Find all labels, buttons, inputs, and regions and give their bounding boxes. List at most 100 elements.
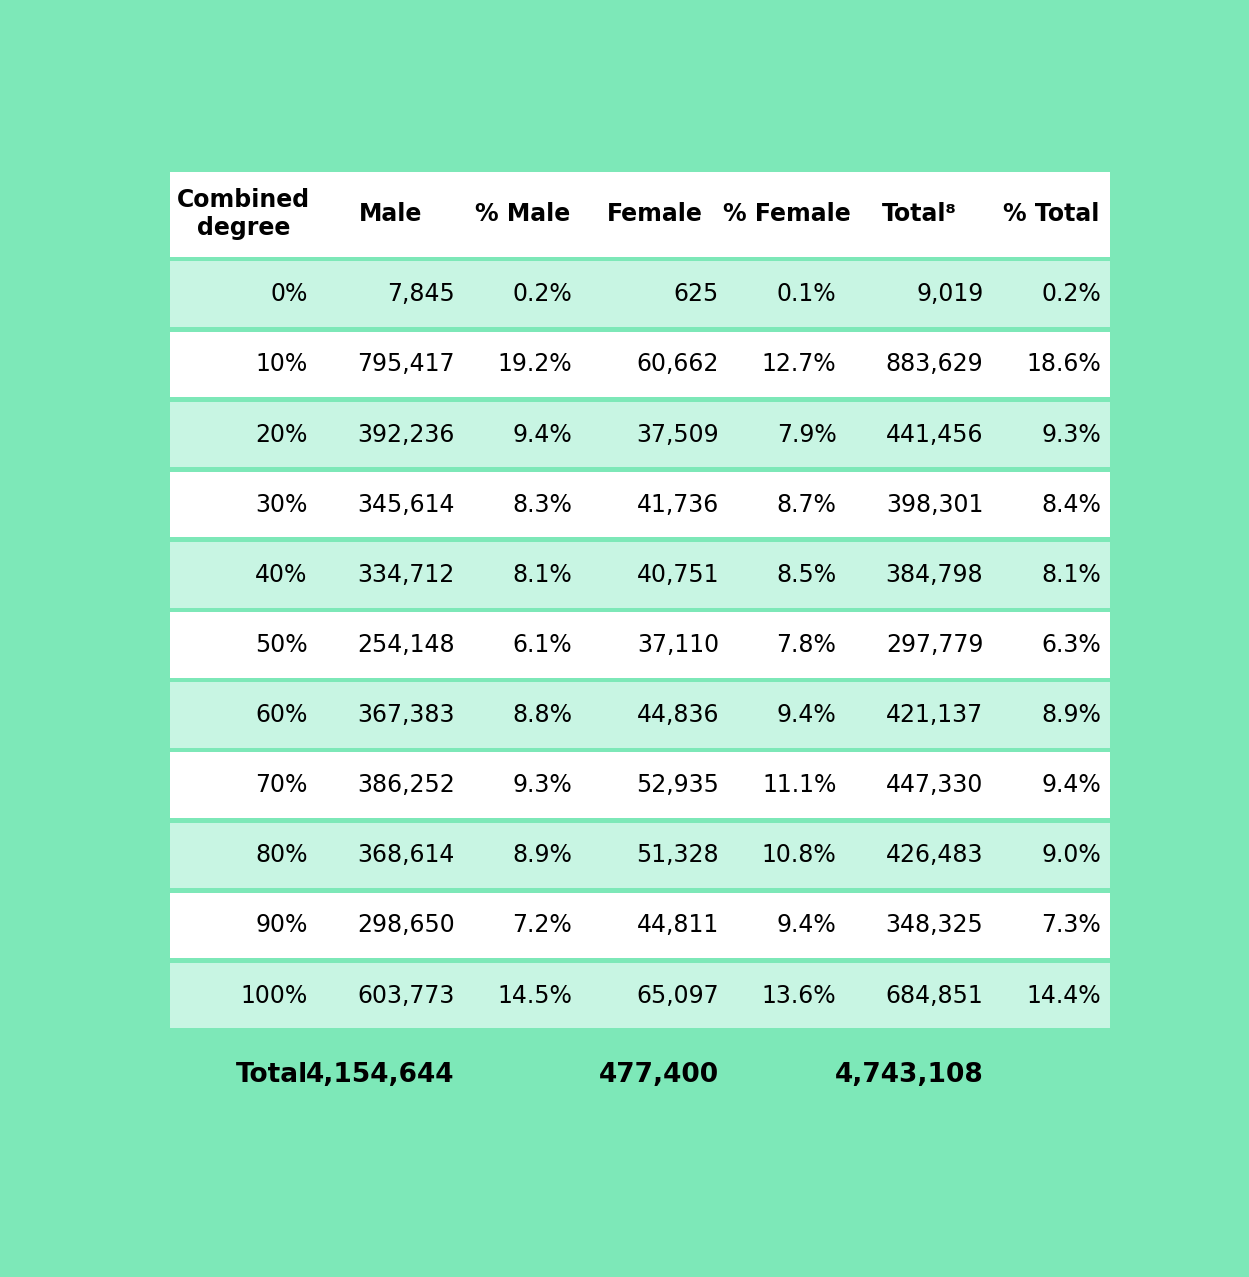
Text: 684,851: 684,851: [886, 983, 983, 1008]
Text: 100%: 100%: [240, 983, 307, 1008]
Bar: [170, 262, 317, 327]
Bar: [846, 541, 993, 608]
Bar: [728, 612, 846, 678]
Bar: [170, 893, 317, 958]
Text: 30%: 30%: [255, 493, 307, 517]
Text: 20%: 20%: [255, 423, 307, 447]
Bar: [728, 171, 846, 257]
Text: 44,836: 44,836: [637, 704, 719, 727]
Text: 9.4%: 9.4%: [777, 704, 837, 727]
Bar: [846, 472, 993, 538]
Text: 65,097: 65,097: [636, 983, 719, 1008]
Bar: [170, 402, 317, 467]
Text: Total⁸: Total⁸: [882, 202, 957, 226]
Bar: [317, 262, 463, 327]
Text: 254,148: 254,148: [357, 633, 455, 656]
Text: 60%: 60%: [255, 704, 307, 727]
Text: Combined
degree: Combined degree: [177, 189, 310, 240]
Bar: [170, 682, 317, 748]
Bar: [170, 1033, 1110, 1119]
Bar: [317, 752, 463, 817]
Text: 10%: 10%: [255, 352, 307, 377]
Bar: [846, 752, 993, 817]
Text: 334,712: 334,712: [357, 563, 455, 586]
Text: 298,650: 298,650: [357, 913, 455, 937]
Bar: [581, 752, 728, 817]
Text: Male: Male: [358, 202, 422, 226]
Text: 4,743,108: 4,743,108: [834, 1062, 983, 1088]
Bar: [317, 612, 463, 678]
Bar: [317, 822, 463, 888]
Bar: [993, 332, 1110, 397]
Text: 44,811: 44,811: [637, 913, 719, 937]
Bar: [993, 612, 1110, 678]
Text: 9.4%: 9.4%: [777, 913, 837, 937]
Text: 883,629: 883,629: [886, 352, 983, 377]
Text: % Male: % Male: [475, 202, 571, 226]
Text: 50%: 50%: [255, 633, 307, 656]
Text: 41,736: 41,736: [637, 493, 719, 517]
Bar: [317, 171, 463, 257]
Bar: [463, 822, 581, 888]
Bar: [581, 612, 728, 678]
Text: 7.2%: 7.2%: [512, 913, 572, 937]
Text: 398,301: 398,301: [886, 493, 983, 517]
Text: 625: 625: [673, 282, 719, 306]
Bar: [317, 541, 463, 608]
Bar: [170, 963, 317, 1028]
Text: 37,110: 37,110: [637, 633, 719, 656]
Bar: [170, 171, 317, 257]
Text: 8.9%: 8.9%: [1040, 704, 1100, 727]
Text: 384,798: 384,798: [886, 563, 983, 586]
Text: 0.2%: 0.2%: [512, 282, 572, 306]
Text: 367,383: 367,383: [357, 704, 455, 727]
Bar: [728, 332, 846, 397]
Text: 12.7%: 12.7%: [762, 352, 837, 377]
Text: 8.1%: 8.1%: [1042, 563, 1100, 586]
Bar: [846, 332, 993, 397]
Bar: [993, 171, 1110, 257]
Bar: [463, 171, 581, 257]
Text: 426,483: 426,483: [886, 843, 983, 867]
Text: 392,236: 392,236: [357, 423, 455, 447]
Text: 0.1%: 0.1%: [777, 282, 837, 306]
Bar: [581, 402, 728, 467]
Bar: [170, 612, 317, 678]
Text: 0.2%: 0.2%: [1042, 282, 1100, 306]
Bar: [846, 893, 993, 958]
Bar: [463, 402, 581, 467]
Bar: [317, 472, 463, 538]
Bar: [317, 893, 463, 958]
Text: 10.8%: 10.8%: [762, 843, 837, 867]
Text: 19.2%: 19.2%: [497, 352, 572, 377]
Bar: [463, 541, 581, 608]
Bar: [581, 262, 728, 327]
Text: 11.1%: 11.1%: [762, 773, 837, 797]
Text: 8.8%: 8.8%: [512, 704, 572, 727]
Bar: [581, 332, 728, 397]
Text: 345,614: 345,614: [357, 493, 455, 517]
Bar: [728, 472, 846, 538]
Bar: [993, 682, 1110, 748]
Text: 8.3%: 8.3%: [512, 493, 572, 517]
Text: 9.4%: 9.4%: [1042, 773, 1100, 797]
Text: 52,935: 52,935: [636, 773, 719, 797]
Bar: [728, 402, 846, 467]
Bar: [846, 682, 993, 748]
Text: 7.9%: 7.9%: [777, 423, 837, 447]
Bar: [728, 963, 846, 1028]
Bar: [581, 541, 728, 608]
Bar: [463, 893, 581, 958]
Text: 421,137: 421,137: [887, 704, 983, 727]
Bar: [170, 752, 317, 817]
Text: 14.5%: 14.5%: [497, 983, 572, 1008]
Text: 8.9%: 8.9%: [512, 843, 572, 867]
Bar: [993, 262, 1110, 327]
Bar: [728, 262, 846, 327]
Text: 8.5%: 8.5%: [777, 563, 837, 586]
Text: 40%: 40%: [255, 563, 307, 586]
Bar: [463, 612, 581, 678]
Text: 14.4%: 14.4%: [1027, 983, 1100, 1008]
Text: 9,019: 9,019: [916, 282, 983, 306]
Bar: [317, 332, 463, 397]
